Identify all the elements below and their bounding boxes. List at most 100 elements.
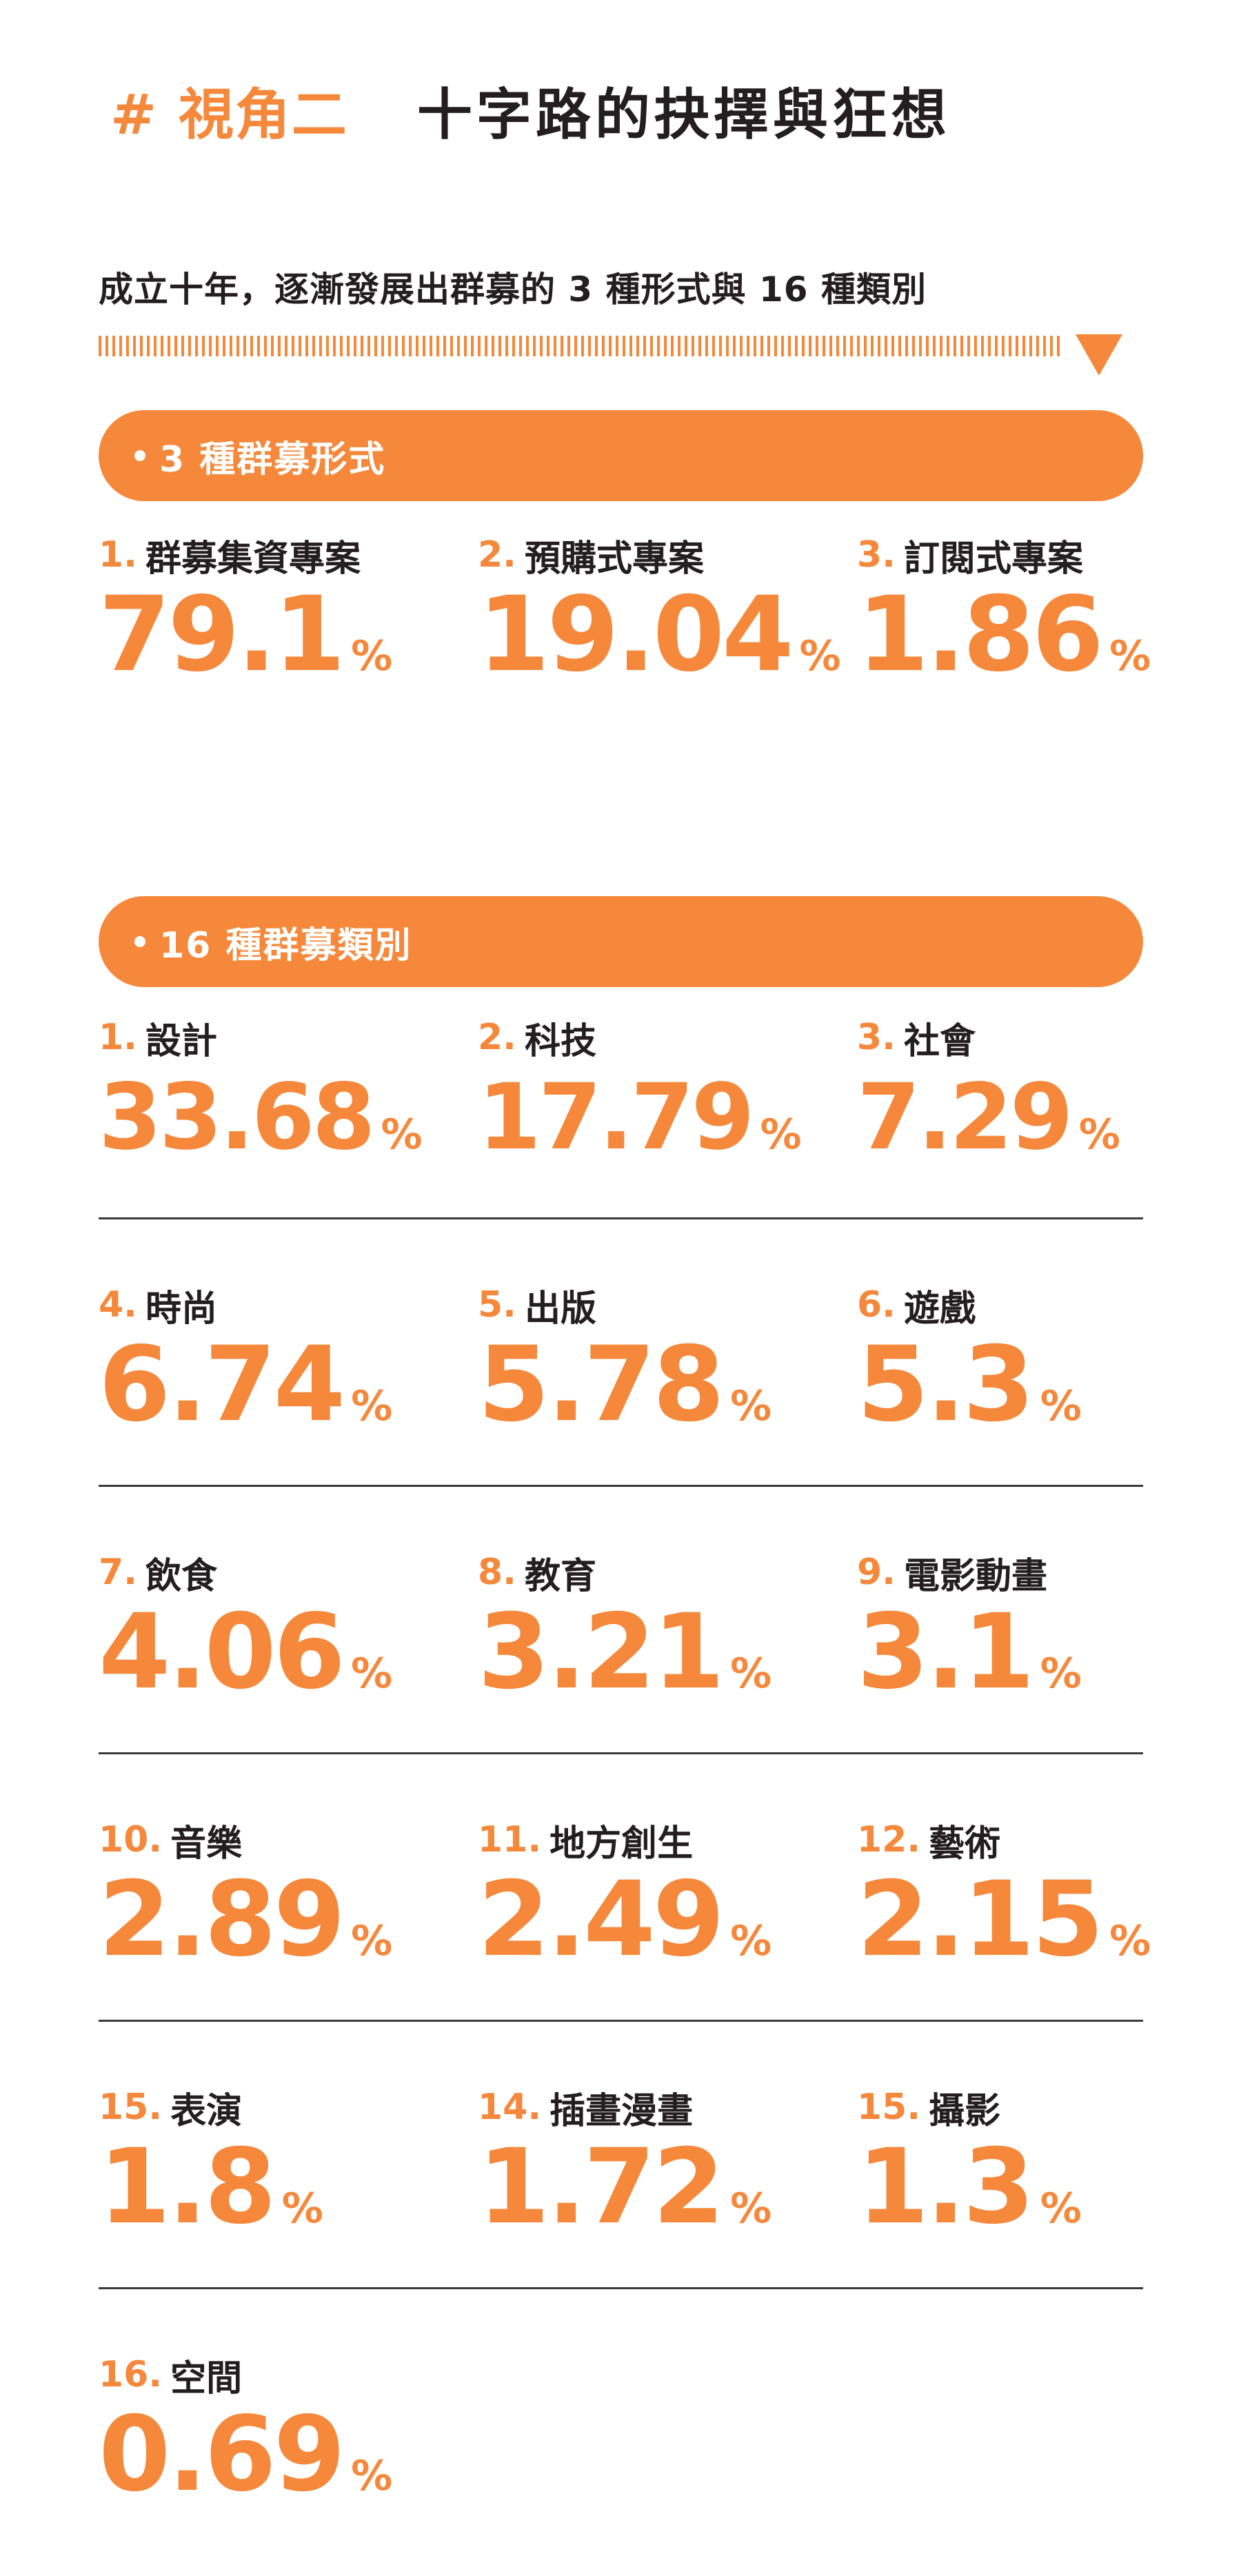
stat-value: 19.04 <box>478 575 794 695</box>
stat-number: 10. <box>99 1819 163 1860</box>
stat-label: 電影動畫 <box>903 1555 1047 1597</box>
stat-unit: % <box>351 2452 393 2500</box>
stat-number: 2. <box>478 1017 516 1058</box>
stat-item: 15. 表演 1.8% <box>99 2083 323 2239</box>
stat-label: 地方創生 <box>549 1823 694 1865</box>
stat-unit: % <box>730 1917 772 1965</box>
stat-value: 5.3 <box>857 1325 1035 1445</box>
stat-label: 空間 <box>170 2357 243 2400</box>
stat-number: 5. <box>478 1284 516 1326</box>
stat-item: 11. 地方創生 2.49% <box>478 1816 771 1971</box>
stat-label: 科技 <box>524 1020 596 1062</box>
stat-unit: % <box>1040 2184 1082 2233</box>
stat-number: 15. <box>99 2087 163 2128</box>
bullet-icon <box>134 936 145 947</box>
stat-label: 攝影 <box>929 2090 1001 2132</box>
stat-value: 1.72 <box>478 2127 725 2247</box>
stat-number: 6. <box>857 1284 896 1326</box>
stat-value: 17.79 <box>478 1064 755 1170</box>
stat-value: 2.89 <box>99 1860 345 1980</box>
stat-item: 16. 空間 0.69% <box>99 2351 392 2506</box>
stat-label: 教育 <box>524 1555 596 1597</box>
stat-label: 飲食 <box>145 1555 217 1597</box>
stat-item: 1. 群募集資專案 79.1% <box>99 531 392 687</box>
section-header-forms: 3 種群募形式 <box>99 410 1143 501</box>
stat-value: 7.29 <box>857 1064 1073 1170</box>
stat-number: 8. <box>478 1552 516 1593</box>
stat-value: 2.15 <box>857 1860 1104 1980</box>
stat-item: 7. 飲食 4.06% <box>99 1548 392 1704</box>
title-text: 十字路的抉擇與狂想 <box>416 83 951 147</box>
stat-unit: % <box>1109 632 1151 680</box>
stat-value: 0.69 <box>99 2395 345 2515</box>
stat-item: 8. 教育 3.21% <box>478 1548 771 1704</box>
stat-item: 2. 預購式專案 19.04% <box>478 531 841 687</box>
stat-value: 3.1 <box>857 1592 1035 1712</box>
stat-number: 11. <box>478 1819 542 1860</box>
section-tag: # 視角二 <box>110 83 348 147</box>
stat-unit: % <box>730 2184 772 2233</box>
stat-label: 藝術 <box>929 1823 1001 1865</box>
stat-number: 12. <box>857 1819 921 1860</box>
stat-label: 訂閱式專案 <box>903 538 1083 580</box>
stat-item: 2. 科技 17.79% <box>478 1013 802 1169</box>
stat-number: 2. <box>478 534 516 576</box>
stat-unit: % <box>351 1917 393 1965</box>
stat-value: 5.78 <box>478 1325 725 1445</box>
dashed-divider <box>99 336 1064 356</box>
stat-value: 79.1 <box>99 575 345 695</box>
section-header-categories: 16 種群募類別 <box>99 896 1143 987</box>
stat-item: 12. 藝術 2.15% <box>857 1816 1151 1971</box>
stat-unit: % <box>1078 1110 1120 1159</box>
stat-label: 遊戲 <box>903 1288 976 1330</box>
row-divider <box>99 2020 1143 2022</box>
stat-unit: % <box>760 1110 802 1159</box>
stat-value: 3.21 <box>478 1592 725 1712</box>
stat-unit: % <box>799 632 841 680</box>
stat-item: 3. 訂閱式專案 1.86% <box>857 531 1151 687</box>
stat-number: 3. <box>857 1017 896 1058</box>
stat-number: 4. <box>99 1284 137 1326</box>
stat-value: 1.8 <box>99 2127 276 2247</box>
stat-number: 14. <box>478 2087 542 2128</box>
stat-number: 3. <box>857 534 896 576</box>
page-title: # 視角二 十字路的抉擇與狂想 <box>110 69 951 152</box>
down-triangle-icon <box>1076 334 1122 376</box>
stat-number: 16. <box>99 2354 163 2395</box>
stat-item: 10. 音樂 2.89% <box>99 1816 392 1971</box>
stat-label: 設計 <box>145 1020 217 1062</box>
stat-unit: % <box>351 1650 393 1698</box>
stat-value: 4.06 <box>99 1592 345 1712</box>
stat-value: 2.49 <box>478 1860 725 1980</box>
stat-number: 1. <box>99 534 137 576</box>
stat-item: 3. 社會 7.29% <box>857 1013 1120 1169</box>
stat-number: 15. <box>857 2087 921 2128</box>
stat-item: 6. 遊戲 5.3% <box>857 1281 1082 1437</box>
stat-value: 1.86 <box>857 575 1104 695</box>
stat-item: 4. 時尚 6.74% <box>99 1281 392 1437</box>
stat-label: 群募集資專案 <box>145 538 361 580</box>
stat-unit: % <box>351 1382 393 1430</box>
subtitle: 成立十年，逐漸發展出群募的 3 種形式與 16 種類別 <box>99 270 927 310</box>
stat-item: 9. 電影動畫 3.1% <box>857 1548 1082 1704</box>
stat-value: 1.3 <box>857 2127 1035 2247</box>
stat-label: 預購式專案 <box>524 538 704 580</box>
stat-unit: % <box>1109 1917 1151 1965</box>
stat-number: 7. <box>99 1552 137 1593</box>
stat-label: 音樂 <box>170 1823 243 1865</box>
stat-label: 時尚 <box>145 1288 217 1330</box>
stat-number: 9. <box>857 1552 896 1593</box>
row-divider <box>99 2287 1143 2289</box>
stat-label: 表演 <box>170 2090 243 2132</box>
stat-item: 1. 設計 33.68% <box>99 1013 423 1169</box>
stat-value: 6.74 <box>99 1325 345 1445</box>
stat-unit: % <box>1040 1650 1082 1698</box>
row-divider <box>99 1752 1143 1754</box>
stat-label: 社會 <box>903 1020 976 1062</box>
stat-unit: % <box>1040 1382 1082 1430</box>
stat-unit: % <box>730 1650 772 1698</box>
stat-label: 出版 <box>524 1288 596 1330</box>
stat-unit: % <box>351 632 393 680</box>
bullet-icon <box>134 450 145 461</box>
stat-unit: % <box>730 1382 772 1430</box>
